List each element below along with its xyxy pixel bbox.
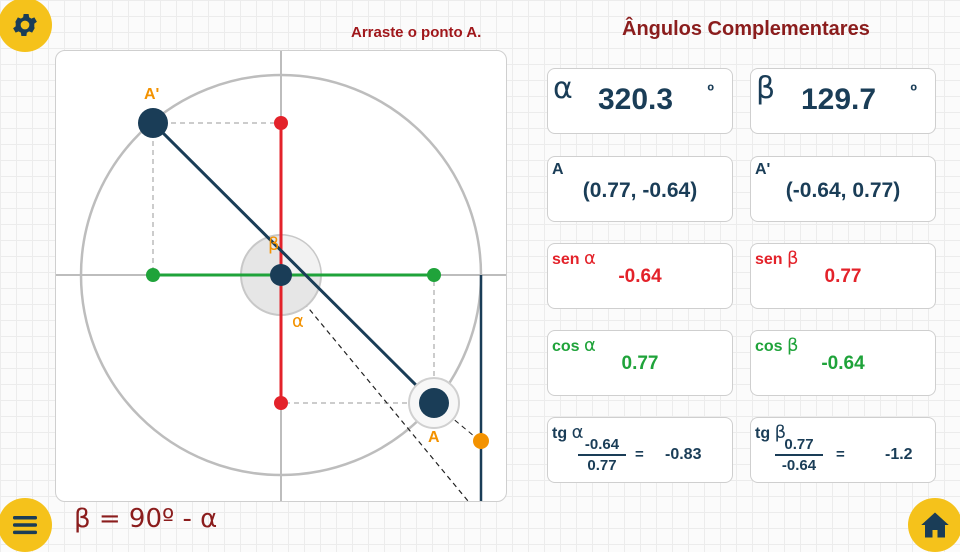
settings-button[interactable] (0, 0, 52, 52)
tg-beta-card: tg β 0.77 -0.64 = -1.2 (750, 417, 936, 483)
cos-alpha-value: 0.77 (621, 353, 659, 374)
point-a-coords: (0.77, -0.64) (582, 179, 698, 202)
label-beta: β (268, 234, 280, 255)
drag-hint: Arraste o ponto A. (351, 24, 482, 41)
beta-degree-unit: º (910, 81, 917, 101)
sen-beta-label: sen β (755, 248, 799, 269)
tg-beta-value: -1.2 (885, 446, 913, 463)
point-a-label: A (552, 161, 564, 178)
point-a[interactable] (419, 388, 449, 418)
point-a-prime (138, 108, 168, 138)
page-title: Ângulos Complementares (622, 18, 870, 40)
tg-beta-denominator: -0.64 (781, 457, 817, 474)
cos-beta-label: cos β (755, 335, 799, 356)
cos-beta-card: cos β -0.64 (750, 330, 936, 396)
sen-alpha-value: -0.64 (618, 266, 662, 287)
cos-beta-value: -0.64 (821, 353, 865, 374)
beta-angle-card: β 129.7 º (750, 68, 936, 134)
point-a-card: A (0.77, -0.64) (547, 156, 733, 222)
home-button[interactable] (908, 498, 960, 552)
cosine-point-a (427, 268, 441, 282)
tg-alpha-card: tg α -0.64 0.77 = -0.83 (547, 417, 733, 483)
tangent-extension (280, 274, 469, 501)
label-alpha: α (292, 311, 304, 332)
tg-beta-label: tg β (755, 422, 787, 443)
unit-circle-svg: A' A α β (56, 51, 506, 501)
gear-icon (13, 14, 37, 36)
home-icon (921, 512, 949, 538)
label-a-prime: A' (144, 86, 159, 103)
tg-beta-numerator: 0.77 (775, 436, 823, 456)
tg-alpha-label: tg α (552, 422, 584, 443)
sen-beta-value: 0.77 (824, 266, 862, 287)
alpha-value: 320.3 (598, 83, 674, 116)
sine-point-a (274, 396, 288, 410)
sen-alpha-label: sen α (552, 248, 596, 269)
alpha-degree-unit: º (707, 81, 714, 101)
menu-button[interactable] (0, 498, 52, 552)
sen-beta-card: sen β 0.77 (750, 243, 936, 309)
cos-alpha-card: cos α 0.77 (547, 330, 733, 396)
formula-text: β = 90º - α (74, 504, 218, 534)
cosine-point-a-prime (146, 268, 160, 282)
center-point (270, 264, 292, 286)
label-a: A (428, 429, 440, 446)
cos-alpha-label: cos α (552, 335, 596, 356)
tangent-point (473, 433, 489, 449)
unit-circle-plot[interactable]: A' A α β (55, 50, 507, 502)
tg-alpha-numerator: -0.64 (578, 436, 626, 456)
beta-value: 129.7 (801, 83, 877, 116)
point-a-prime-label: A' (755, 161, 771, 178)
alpha-symbol: α (553, 71, 573, 106)
sine-point-a-prime (274, 116, 288, 130)
point-a-prime-coords: (-0.64, 0.77) (785, 179, 901, 202)
hamburger-menu-icon (13, 516, 37, 535)
beta-symbol: β (756, 71, 776, 106)
sen-alpha-card: sen α -0.64 (547, 243, 733, 309)
radius-line (151, 121, 436, 405)
tg-alpha-fraction: -0.64 0.77 (578, 436, 626, 474)
tg-beta-equals: = (836, 446, 845, 463)
beta-angle-arc (280, 234, 322, 276)
alpha-angle-card: α 320.3 º (547, 68, 733, 134)
tg-alpha-value: -0.83 (665, 446, 702, 463)
tg-beta-fraction: 0.77 -0.64 (775, 436, 823, 474)
tg-alpha-denominator: 0.77 (587, 457, 617, 474)
point-a-prime-card: A' (-0.64, 0.77) (750, 156, 936, 222)
tg-alpha-equals: = (635, 446, 644, 463)
